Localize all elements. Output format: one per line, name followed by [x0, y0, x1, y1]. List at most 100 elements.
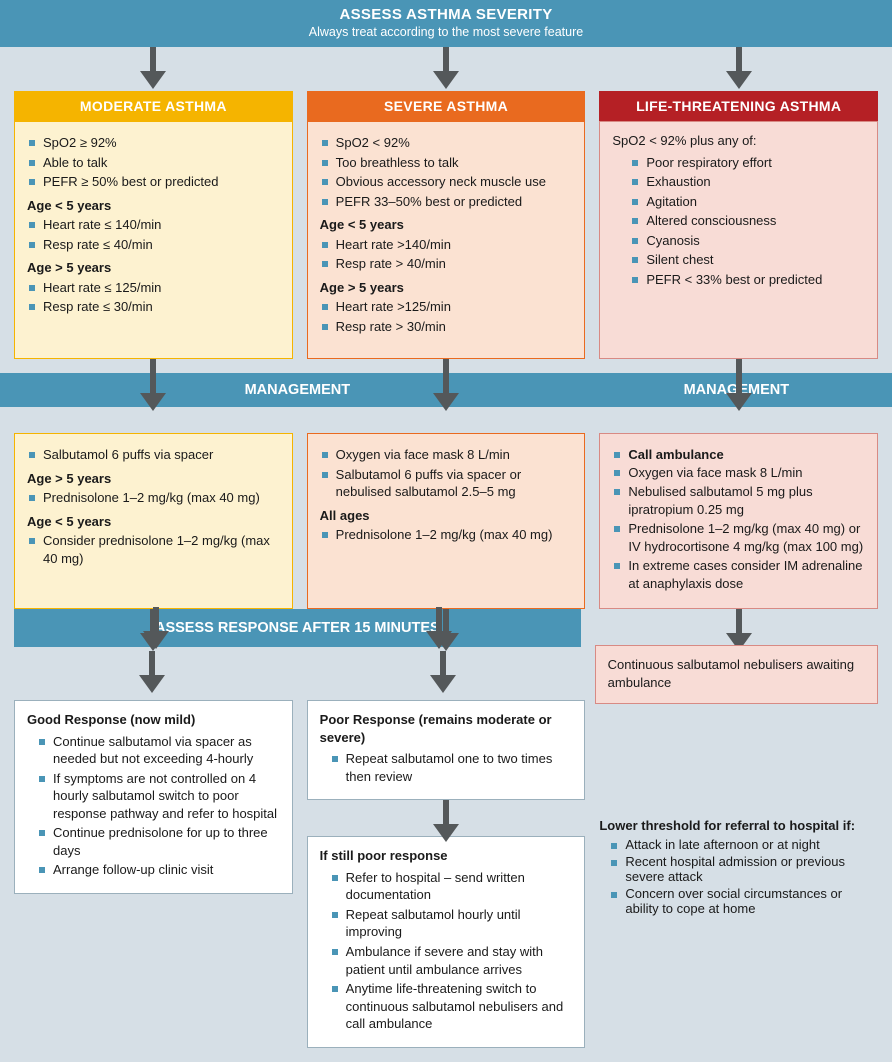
life-intro: SpO2 < 92% plus any of: [612, 132, 865, 150]
management-row: Salbutamol 6 puffs via spacer Age > 5 ye… [14, 433, 878, 609]
list-item: SpO2 < 92% [320, 134, 573, 152]
call-ambulance-label: Call ambulance [628, 447, 723, 462]
banner-subtitle: Always treat according to the most sever… [0, 25, 892, 39]
good-response-list: Continue salbutamol via spacer as needed… [27, 733, 280, 879]
life-items-list: Poor respiratory effortExhaustion Agitati… [612, 154, 865, 289]
list-item: Exhaustion [630, 173, 865, 191]
mgmt-moderate-lt5-title: Age < 5 years [27, 513, 280, 531]
list-item: If symptoms are not controlled on 4 hour… [37, 770, 280, 823]
still-poor-title: If still poor response [320, 847, 573, 865]
mgmt-moderate-box: Salbutamol 6 puffs via spacer Age > 5 ye… [14, 433, 293, 609]
mgmt-life-box: Call ambulance Oxygen via face mask 8 L/… [599, 433, 878, 609]
list-item: Nebulised salbutamol 5 mg plus ipratropi… [612, 483, 865, 518]
list-item: Too breathless to talk [320, 154, 573, 172]
list-item: PEFR ≥ 50% best or predicted [27, 173, 280, 191]
list-item: Resp rate > 40/min [320, 255, 573, 273]
arrow-down-icon [297, 607, 580, 651]
mgmt-moderate-gt5-list: Prednisolone 1–2 mg/kg (max 40 mg) [27, 489, 280, 507]
banner-title: ASSESS ASTHMA SEVERITY [0, 6, 892, 23]
list-item: Consider prednisolone 1–2 mg/kg (max 40 … [27, 532, 280, 567]
life-column: LIFE-THREATENING ASTHMA SpO2 < 92% plus … [599, 91, 878, 359]
assess-row: ASSESS RESPONSE AFTER 15 MINUTES Continu… [14, 649, 878, 704]
list-item: In extreme cases consider IM adrenaline … [612, 557, 865, 592]
list-item: Continue prednisolone for up to three da… [37, 824, 280, 859]
list-item: Heart rate ≤ 140/min [27, 216, 280, 234]
referral-title: Lower threshold for referral to hospital… [599, 818, 878, 833]
moderate-header: MODERATE ASTHMA [14, 91, 293, 121]
list-item: Prednisolone 1–2 mg/kg (max 40 mg) [27, 489, 280, 507]
severe-header: SEVERE ASTHMA [307, 91, 586, 121]
referral-box: Lower threshold for referral to hospital… [599, 818, 878, 916]
list-item: Agitation [630, 193, 865, 211]
moderate-age-lt5-title: Age < 5 years [27, 197, 280, 215]
list-item: Oxygen via face mask 8 L/min [320, 446, 573, 464]
list-item: Arrange follow-up clinic visit [37, 861, 280, 879]
arrow-down-icon [14, 607, 297, 651]
mgmt-moderate-gt5-title: Age > 5 years [27, 470, 280, 488]
arrow-down-icon [307, 800, 586, 840]
severe-age-lt5-title: Age < 5 years [320, 216, 573, 234]
list-item: Heart rate >140/min [320, 236, 573, 254]
poor-response-title: Poor Response (remains moderate or sever… [320, 711, 573, 746]
list-item: Repeat salbutamol one to two times then … [330, 750, 573, 785]
severe-age-gt5-title: Age > 5 years [320, 279, 573, 297]
severe-column: SEVERE ASTHMA SpO2 < 92% Too breathless t… [307, 91, 586, 359]
mgmt-severe-allages-title: All ages [320, 507, 573, 525]
severe-age-lt5-list: Heart rate >140/minResp rate > 40/min [320, 236, 573, 273]
flowchart-root: ASSESS ASTHMA SEVERITY Always treat acco… [0, 0, 892, 1062]
arrow-down-icon [307, 47, 586, 91]
moderate-column: MODERATE ASTHMA SpO2 ≥ 92% Able to talkPE… [14, 91, 293, 359]
mgmt-moderate-top: Salbutamol 6 puffs via spacer [27, 446, 280, 464]
list-item: Heart rate ≤ 125/min [27, 279, 280, 297]
top-banner: ASSESS ASTHMA SEVERITY Always treat acco… [0, 0, 892, 47]
response-row: Good Response (now mild) Continue salbut… [14, 700, 878, 1048]
list-item: Poor respiratory effort [630, 154, 865, 172]
management-label-right: MANAGEMENT [595, 382, 878, 398]
referral-list: Attack in late afternoon or at night Rece… [599, 837, 878, 916]
list-item: Salbutamol 6 puffs via spacer [27, 446, 280, 464]
list-item: Obvious accessory neck muscle use [320, 173, 573, 191]
list-item: Resp rate ≤ 30/min [27, 298, 280, 316]
severe-body: SpO2 < 92% Too breathless to talkObvious … [307, 121, 586, 359]
list-item: Prednisolone 1–2 mg/kg (max 40 mg) or IV… [612, 520, 865, 555]
life-followup-text: Continuous salbutamol nebulisers awaitin… [608, 657, 854, 690]
poor-response-box: Poor Response (remains moderate or sever… [307, 700, 586, 800]
list-item: PEFR 33–50% best or predicted [320, 193, 573, 211]
mgmt-severe-box: Oxygen via face mask 8 L/min Salbutamol 6… [307, 433, 586, 609]
mgmt-life-rest: Oxygen via face mask 8 L/minNebulised sa… [612, 464, 865, 593]
arrow-down-icon [14, 47, 293, 91]
arrow-row-1 [14, 47, 878, 91]
severe-criteria-list: SpO2 < 92% Too breathless to talkObvious … [320, 134, 573, 210]
management-bar: MANAGEMENT MANAGEMENT [0, 373, 892, 407]
list-item: Able to talk [27, 154, 280, 172]
list-item: Oxygen via face mask 8 L/min [612, 464, 865, 482]
list-item: Salbutamol 6 puffs via spacer or nebulis… [320, 466, 573, 501]
list-item: Refer to hospital – send written documen… [330, 869, 573, 904]
list-item: Ambulance if severe and stay with patien… [330, 943, 573, 978]
severe-age-gt5-list: Heart rate >125/minResp rate > 30/min [320, 298, 573, 335]
list-item: Prednisolone 1–2 mg/kg (max 40 mg) [320, 526, 573, 544]
list-item: Continue salbutamol via spacer as needed… [37, 733, 280, 768]
still-poor-box: If still poor response Refer to hospital… [307, 836, 586, 1047]
list-item: Recent hospital admission or previous se… [609, 854, 878, 884]
list-item: Resp rate ≤ 40/min [27, 236, 280, 254]
list-item: SpO2 ≥ 92% [27, 134, 280, 152]
mgmt-life-list: Call ambulance [612, 446, 865, 464]
management-label-left: MANAGEMENT [14, 382, 581, 398]
list-item: Altered consciousness [630, 212, 865, 230]
arrow-down-icon [14, 651, 290, 691]
moderate-criteria-list: SpO2 ≥ 92% Able to talkPEFR ≥ 50% best or… [27, 134, 280, 191]
moderate-age-gt5-list: Heart rate ≤ 125/minResp rate ≤ 30/min [27, 279, 280, 316]
list-item: PEFR < 33% best or predicted [630, 271, 865, 289]
still-poor-list: Refer to hospital – send written documen… [320, 869, 573, 1033]
list-item: Repeat salbutamol hourly until improving [330, 906, 573, 941]
mgmt-moderate-lt5-list: Consider prednisolone 1–2 mg/kg (max 40 … [27, 532, 280, 567]
list-item: Attack in late afternoon or at night [609, 837, 878, 852]
list-item: Cyanosis [630, 232, 865, 250]
good-response-box: Good Response (now mild) Continue salbut… [14, 700, 293, 894]
life-followup-box: Continuous salbutamol nebulisers awaitin… [595, 645, 878, 704]
list-item: Concern over social circumstances or abi… [609, 886, 878, 916]
poor-response-list: Repeat salbutamol one to two times then … [320, 750, 573, 785]
moderate-age-gt5-title: Age > 5 years [27, 259, 280, 277]
mgmt-severe-allages-list: Prednisolone 1–2 mg/kg (max 40 mg) [320, 526, 573, 544]
